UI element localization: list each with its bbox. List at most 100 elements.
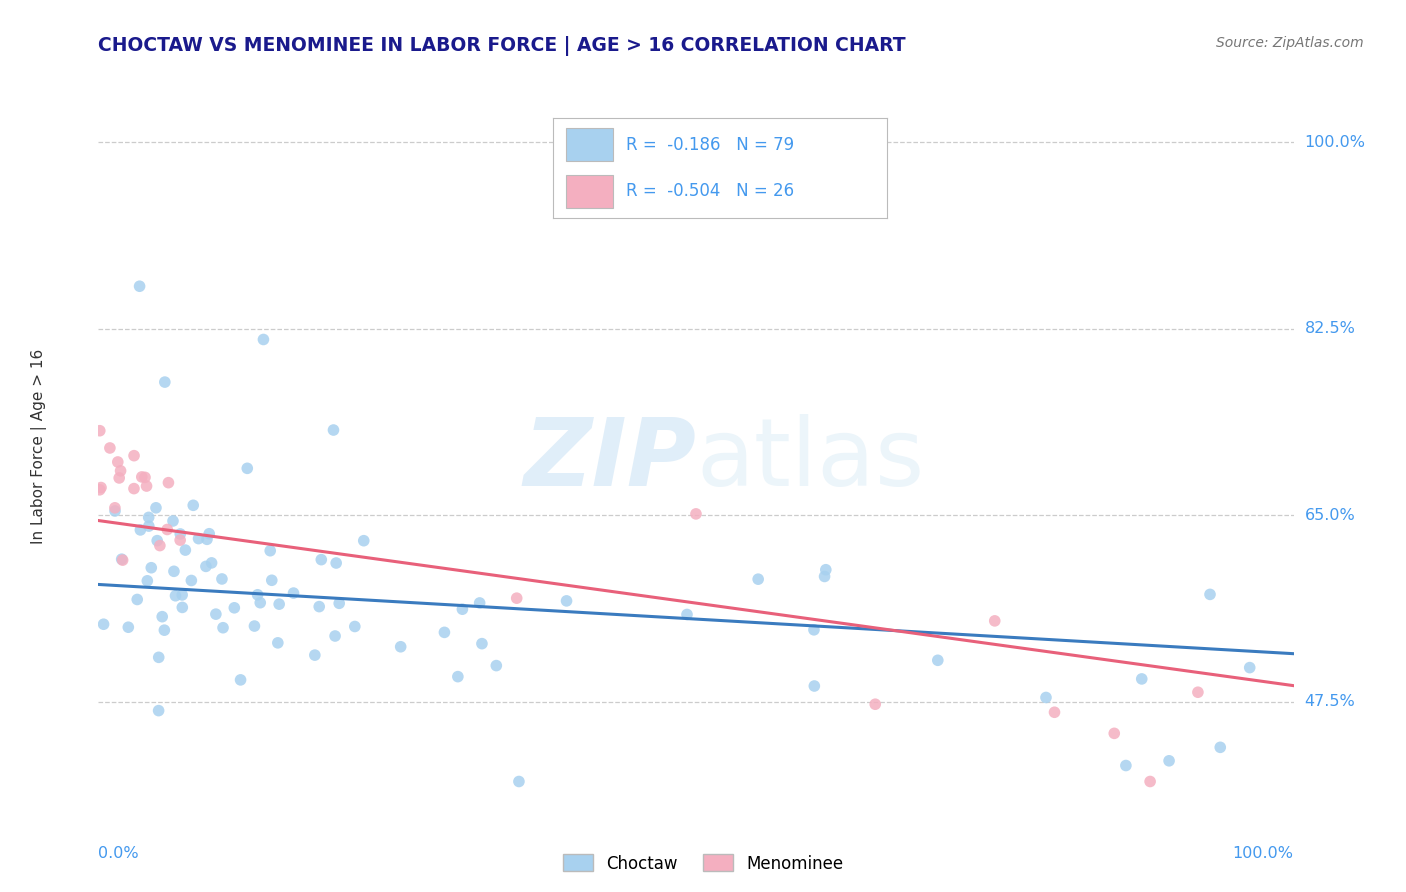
Point <box>111 552 134 566</box>
Point <box>267 636 290 650</box>
Point <box>322 423 344 437</box>
Point <box>98 441 121 455</box>
Point <box>224 600 246 615</box>
Point <box>236 461 259 475</box>
Point <box>1043 706 1066 720</box>
Point <box>89 483 111 497</box>
Point <box>169 533 191 548</box>
Point <box>1157 754 1180 768</box>
Point <box>803 679 825 693</box>
Point <box>129 523 152 537</box>
Text: 100.0%: 100.0% <box>1233 846 1294 861</box>
Point <box>676 607 699 622</box>
Point <box>111 553 134 567</box>
Point <box>172 588 194 602</box>
Legend: Choctaw, Menominee: Choctaw, Menominee <box>557 847 849 880</box>
Point <box>180 574 202 588</box>
Point <box>198 526 221 541</box>
Point <box>1239 660 1261 674</box>
Point <box>283 586 305 600</box>
Point <box>252 333 274 347</box>
Point <box>138 519 160 533</box>
Point <box>1209 740 1232 755</box>
Point <box>146 533 169 548</box>
Point <box>194 559 217 574</box>
Point <box>163 564 186 578</box>
Point <box>814 563 837 577</box>
Point <box>153 375 176 389</box>
Point <box>187 532 209 546</box>
Point <box>169 527 191 541</box>
Point <box>141 560 163 574</box>
Point <box>249 596 271 610</box>
Point <box>104 504 127 518</box>
Point <box>156 523 179 537</box>
Point <box>685 507 707 521</box>
Point <box>162 514 184 528</box>
Point <box>134 470 156 484</box>
Text: 82.5%: 82.5% <box>1305 321 1355 336</box>
Point <box>200 556 222 570</box>
Point <box>328 596 350 610</box>
Point <box>246 588 269 602</box>
Point <box>108 471 131 485</box>
Point <box>447 670 470 684</box>
Text: 47.5%: 47.5% <box>1305 694 1355 709</box>
Point <box>174 543 197 558</box>
Point <box>145 500 167 515</box>
Point <box>93 617 115 632</box>
Point <box>172 600 194 615</box>
Text: ZIP: ZIP <box>523 414 696 507</box>
Point <box>128 279 150 293</box>
Point <box>195 533 218 547</box>
Point <box>308 599 330 614</box>
Point <box>131 470 153 484</box>
Point <box>211 572 233 586</box>
Point <box>259 543 281 558</box>
Point <box>157 475 180 490</box>
Text: CHOCTAW VS MENOMINEE IN LABOR FORCE | AGE > 16 CORRELATION CHART: CHOCTAW VS MENOMINEE IN LABOR FORCE | AG… <box>98 36 905 55</box>
Point <box>1139 774 1161 789</box>
Point <box>353 533 375 548</box>
Point <box>451 602 474 616</box>
Point <box>104 500 127 515</box>
Point <box>1115 758 1137 772</box>
Point <box>325 556 347 570</box>
Point <box>153 623 176 637</box>
Point <box>212 621 235 635</box>
Point <box>148 704 170 718</box>
Point <box>506 591 529 606</box>
Point <box>1035 690 1057 705</box>
Point <box>803 623 825 637</box>
Point <box>311 552 333 566</box>
Point <box>433 625 456 640</box>
Point <box>865 697 887 711</box>
Point <box>927 653 949 667</box>
Point <box>508 774 530 789</box>
Point <box>90 481 112 495</box>
Point <box>468 596 491 610</box>
Point <box>150 609 173 624</box>
Point <box>323 629 346 643</box>
Point <box>122 482 145 496</box>
Text: 65.0%: 65.0% <box>1305 508 1355 523</box>
Point <box>813 569 835 583</box>
Point <box>117 620 139 634</box>
Point <box>343 619 366 633</box>
Point <box>747 572 769 586</box>
Point <box>485 658 508 673</box>
Point <box>122 449 145 463</box>
Point <box>136 574 159 588</box>
Point <box>1130 672 1153 686</box>
Point <box>389 640 412 654</box>
Point <box>555 594 578 608</box>
Text: Source: ZipAtlas.com: Source: ZipAtlas.com <box>1216 36 1364 50</box>
Point <box>205 607 228 621</box>
Text: 0.0%: 0.0% <box>98 846 139 861</box>
Point <box>138 510 160 524</box>
Point <box>1199 587 1222 601</box>
Point <box>165 589 187 603</box>
Point <box>229 673 252 687</box>
Point <box>181 498 204 512</box>
Text: 100.0%: 100.0% <box>1305 135 1365 150</box>
